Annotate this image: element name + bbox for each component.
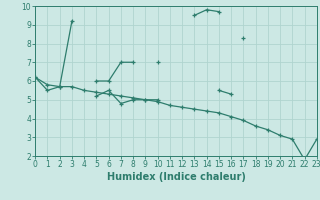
- X-axis label: Humidex (Indice chaleur): Humidex (Indice chaleur): [107, 172, 245, 182]
